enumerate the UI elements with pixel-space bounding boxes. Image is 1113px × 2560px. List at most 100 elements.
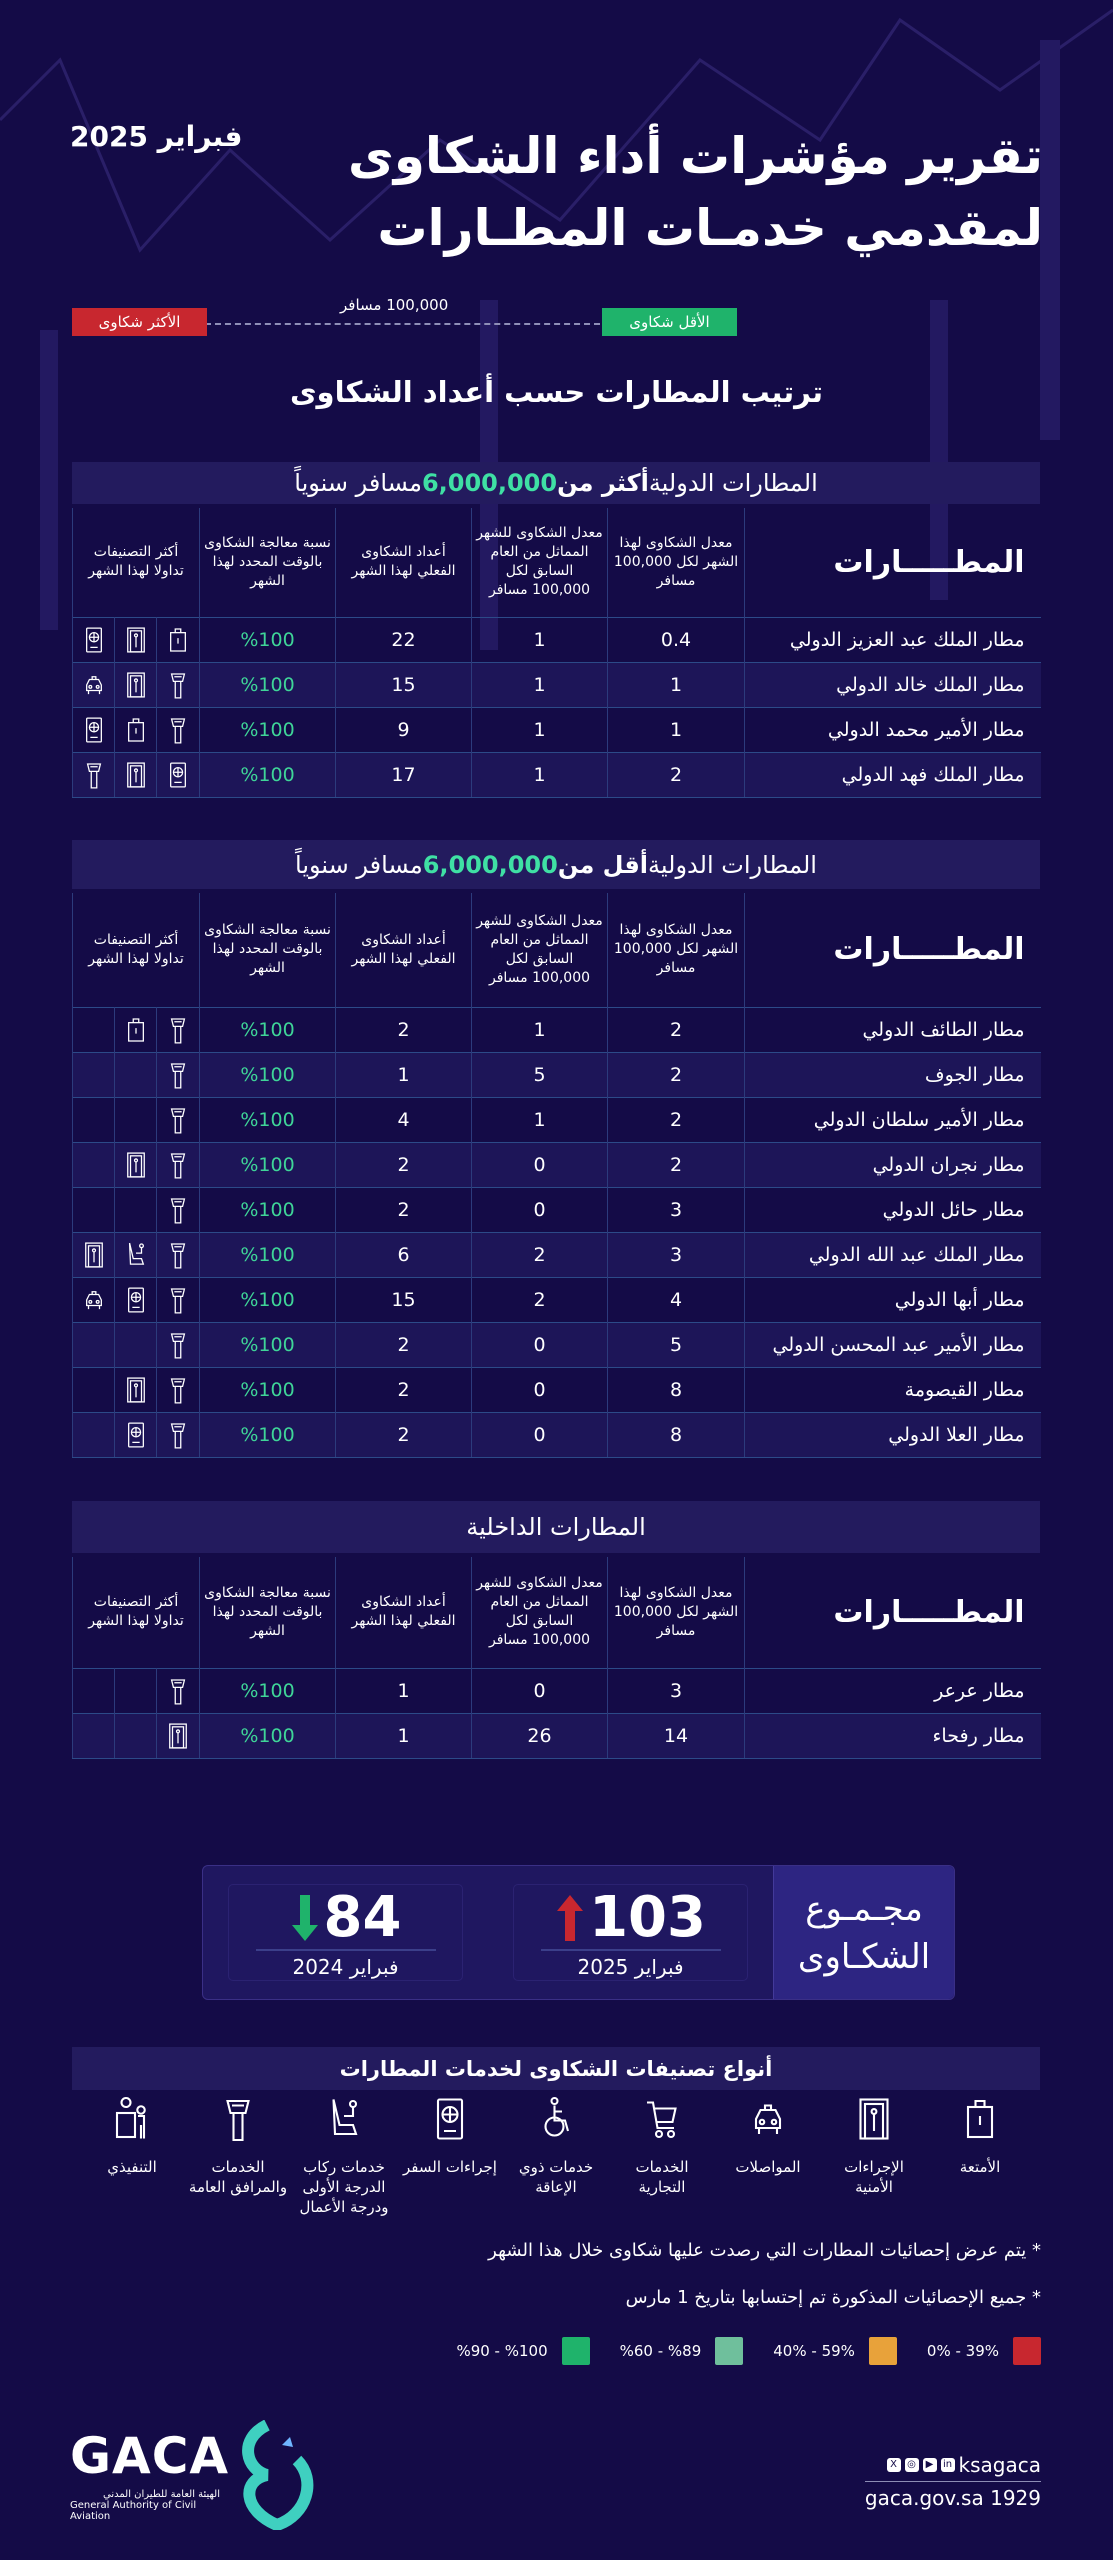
website-and-phone[interactable]: gaca.gov.sa 1929 xyxy=(864,2486,1041,2510)
title-number: 6,000,000 xyxy=(422,850,558,879)
category-label: التنفيذي xyxy=(107,2158,157,2176)
prev-rate: 1 xyxy=(471,706,608,752)
prev-rate: 1 xyxy=(471,751,608,798)
cart-icon xyxy=(647,2101,677,2139)
category-label: إجراءات السفر xyxy=(403,2158,497,2176)
table-header: المطـــــارات معدل الشكاوى لهذا الشهر لكل… xyxy=(71,893,1041,1007)
count: 2 xyxy=(335,1411,472,1458)
logo-english: General Authority of Civil Aviation xyxy=(70,2499,197,2522)
current-period: فبراير 2025 xyxy=(540,1948,721,1979)
tower-icon xyxy=(170,1377,186,1403)
airport-name: مطار عرعر xyxy=(744,1667,1041,1713)
category-cell xyxy=(156,616,200,662)
table-header: المطـــــارات معدل الشكاوى لهذا الشهر لكل… xyxy=(71,1557,1041,1668)
taxi-icon xyxy=(754,2104,782,2134)
luggage-icon xyxy=(170,627,186,652)
gaca-logo: GACA الهيئة العامة للطيران المدني Genera… xyxy=(70,2420,317,2530)
on-time-pct: %100 xyxy=(199,1186,336,1232)
category-label: الخدمات والمرافق العامة xyxy=(188,2158,288,2196)
table-row: مطار الملك عبد الله الدولي 3 2 6 %100 xyxy=(71,1231,1041,1277)
airport-name: مطار الأمير محمد الدولي xyxy=(744,706,1041,752)
count: 1 xyxy=(335,1667,472,1713)
category-cell xyxy=(114,1186,157,1232)
category-cell xyxy=(114,661,157,707)
airport-name: مطار الأمير سلطان الدولي xyxy=(744,1096,1041,1142)
on-time-pct: %100 xyxy=(199,1096,336,1142)
on-time-pct: %100 xyxy=(199,751,336,798)
prev-rate: 1 xyxy=(471,661,608,707)
table-row: مطار الأمير محمد الدولي 1 1 9 %100 xyxy=(71,706,1041,752)
category-label: الإجراءات الأمنية xyxy=(844,2158,904,2196)
col-rate: معدل الشكاوى لهذا الشهر لكل 100,000 مساف… xyxy=(607,1557,745,1668)
per-passenger-label: 100,000 مسافر xyxy=(340,296,449,314)
category-cell xyxy=(114,1712,157,1759)
tower-icon xyxy=(170,672,186,698)
social-handle[interactable]: ksagaca xyxy=(958,2453,1041,2477)
category-cell xyxy=(156,1051,200,1097)
on-time-pct: %100 xyxy=(199,1712,336,1759)
title-bold: أقل من xyxy=(557,850,649,879)
col-top-categories: أكثر التصنيفات تداولا لهذا الشهر xyxy=(71,1557,200,1668)
report-date: فبراير 2025 xyxy=(70,120,243,153)
prev-rate: 26 xyxy=(471,1712,608,1759)
rate: 5 xyxy=(607,1321,745,1367)
youtube-icon[interactable]: ▶ xyxy=(922,2458,937,2472)
category-cell xyxy=(114,1051,157,1097)
previous-period: فبراير 2024 xyxy=(255,1948,436,1979)
security-icon xyxy=(126,761,145,788)
airport-name: مطار العلا الدولي xyxy=(744,1411,1041,1458)
linkedin-icon[interactable]: in xyxy=(940,2458,955,2472)
category-cell xyxy=(114,1006,157,1052)
category-cell xyxy=(114,1231,157,1277)
col-on-time-pct: نسبة معالجة الشكاوى بالوقت المحدد لهذا ا… xyxy=(199,1557,336,1668)
title-number: 6,000,000 xyxy=(421,469,558,497)
rate: 2 xyxy=(607,1006,745,1052)
col-prev-rate: معدل الشكاوى للشهر المماثل من العام السا… xyxy=(471,1557,608,1668)
category-cell xyxy=(156,1276,200,1322)
category-cell xyxy=(71,751,115,798)
category-cell xyxy=(71,1321,115,1367)
col-top-categories: أكثر التصنيفات تداولا لهذا الشهر xyxy=(71,508,200,617)
tower-icon xyxy=(170,1107,186,1133)
count: 22 xyxy=(335,616,472,662)
rate: 3 xyxy=(607,1231,745,1277)
category-cell xyxy=(114,1096,157,1142)
prev-rate: 0 xyxy=(471,1366,608,1412)
arrow-up-icon xyxy=(557,1894,584,1941)
category-cell xyxy=(156,661,200,707)
category-label: الخدمات التجارية xyxy=(635,2158,689,2196)
instagram-icon[interactable]: ◎ xyxy=(904,2458,919,2472)
rate: 2 xyxy=(607,1051,745,1097)
x-icon[interactable]: X xyxy=(886,2458,901,2472)
first-class-seat-icon xyxy=(128,1242,144,1265)
security-icon xyxy=(126,1376,145,1403)
on-time-pct: %100 xyxy=(199,1051,336,1097)
scale-label: %89 - %60 xyxy=(619,2342,702,2360)
count: 2 xyxy=(335,1366,472,1412)
airport-name: مطار الملك خالد الدولي xyxy=(744,661,1041,707)
category-cell xyxy=(156,1231,200,1277)
col-top-categories: أكثر التصنيفات تداولا لهذا الشهر xyxy=(71,893,200,1007)
logo-text: GACA xyxy=(70,2426,230,2485)
least-complaints-tag: الأقل شكاوى xyxy=(602,308,737,336)
category-executive: التنفيذي xyxy=(82,2095,182,2217)
airport-name: مطار الجوف xyxy=(744,1051,1041,1097)
tower-icon xyxy=(170,1017,186,1043)
categories-title: أنواع تصنيفات الشكاوى لخدمات المطارات xyxy=(72,2047,1040,2090)
category-first-class-seat: خدمات ركاب الدرجة الأولى ودرجة الأعمال xyxy=(294,2095,394,2217)
rate: 1 xyxy=(607,661,745,707)
count: 17 xyxy=(335,751,472,798)
category-cell xyxy=(71,1276,115,1322)
tower-icon xyxy=(170,1152,186,1178)
airport-name: مطار الملك عبد العزيز الدولي xyxy=(744,616,1041,662)
category-cell xyxy=(114,1366,157,1412)
category-cell xyxy=(71,1712,115,1759)
on-time-pct: %100 xyxy=(199,1366,336,1412)
col-airports: المطـــــارات xyxy=(744,508,1041,617)
tower-icon xyxy=(170,717,186,743)
tower-icon xyxy=(170,1287,186,1313)
scale-item: 59% - 40% xyxy=(773,2337,897,2365)
current-total-value: 103 xyxy=(589,1884,706,1950)
col-on-time-pct: نسبة معالجة الشكاوى بالوقت المحدد لهذا ا… xyxy=(199,893,336,1007)
category-cell xyxy=(156,706,200,752)
